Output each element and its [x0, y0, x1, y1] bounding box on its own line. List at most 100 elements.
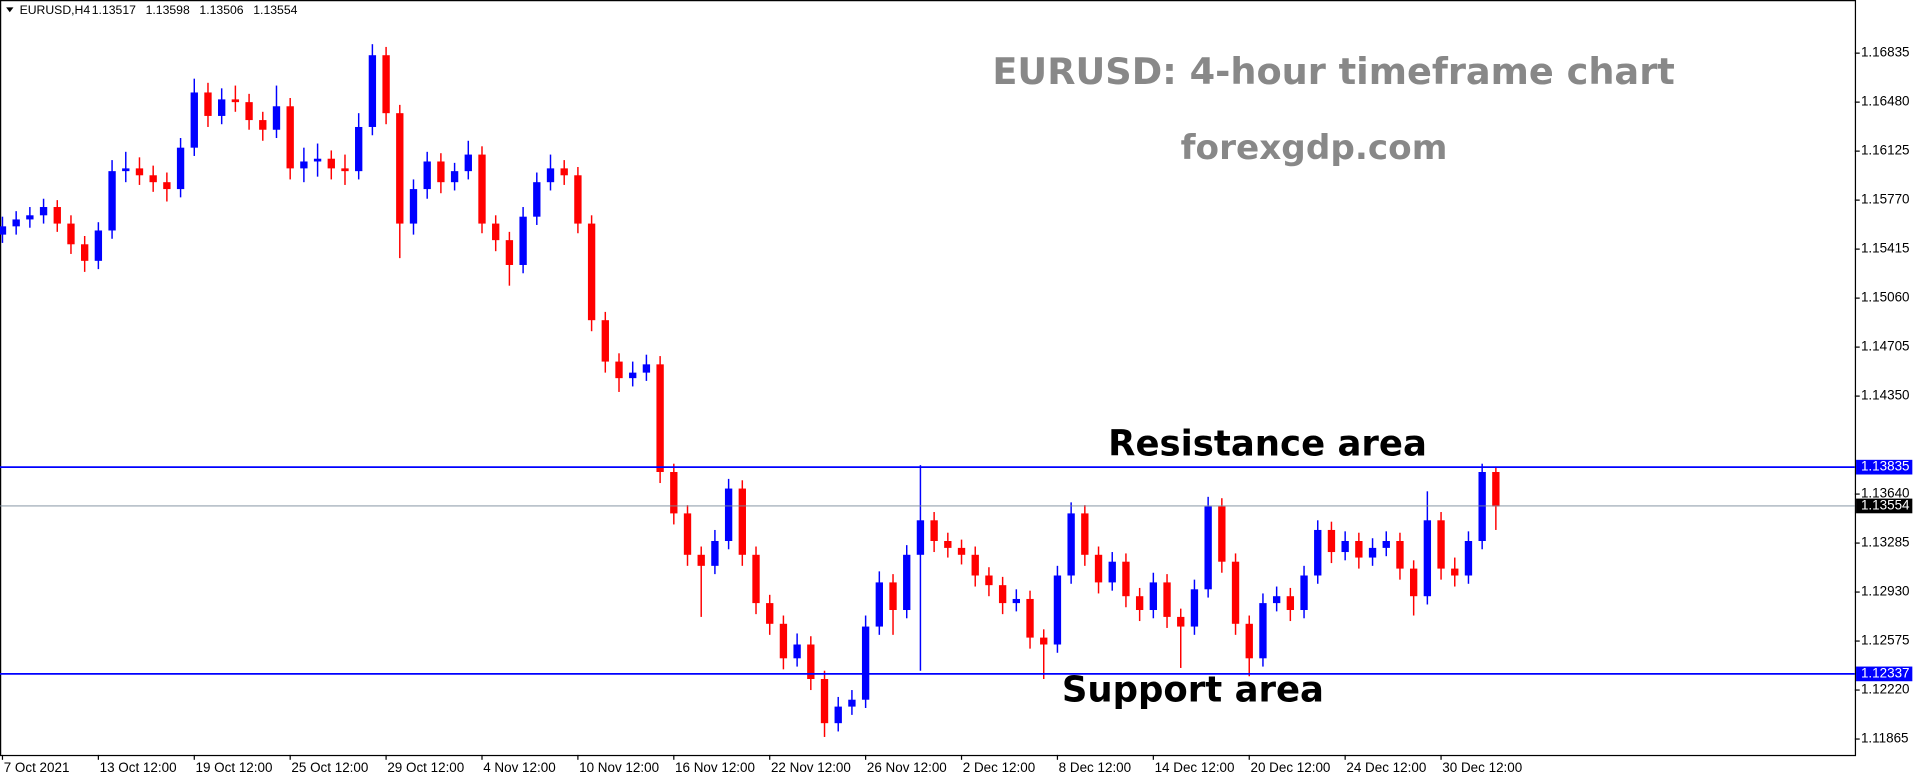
candle-body	[697, 554, 705, 566]
candle-body	[94, 230, 103, 261]
plot-frame	[0, 0, 1857, 757]
candle-body	[1177, 616, 1185, 627]
candle-body	[450, 171, 459, 183]
candle-body	[533, 182, 541, 217]
candle-body	[930, 520, 938, 541]
y-tick-label: 1.16125	[1861, 143, 1910, 158]
x-tick-label: 10 Nov 12:00	[579, 760, 659, 775]
x-tick-label: 25 Oct 12:00	[291, 760, 368, 775]
candle-body	[848, 699, 856, 707]
candle-body	[382, 55, 390, 114]
candle-body	[752, 554, 760, 604]
candle-body	[779, 623, 788, 659]
candle-body	[1300, 575, 1308, 611]
level-price-label: 1.12337	[1861, 665, 1910, 680]
candle-body	[245, 102, 253, 121]
x-tick-label: 24 Dec 12:00	[1346, 760, 1426, 775]
candle-body	[1382, 540, 1390, 548]
candle-body	[26, 215, 34, 220]
candle-body	[149, 175, 157, 183]
candle-body	[1492, 471, 1500, 507]
candle-body	[341, 168, 349, 172]
candle-body	[1478, 471, 1486, 541]
y-tick-label: 1.12220	[1861, 682, 1910, 697]
candle-body	[12, 219, 20, 227]
candle-body	[766, 603, 774, 624]
candle-body	[1163, 582, 1171, 617]
x-tick-label: 8 Dec 12:00	[1059, 760, 1131, 775]
candle-body	[738, 488, 746, 555]
candle-body	[1040, 637, 1048, 645]
level-price-label: 1.13835	[1861, 459, 1910, 474]
candle-body	[67, 223, 75, 245]
candle-body	[601, 320, 609, 362]
menu-arrow	[6, 7, 14, 13]
candle-body	[971, 554, 979, 576]
candle-body	[1396, 540, 1404, 569]
candle-body	[1341, 540, 1349, 553]
candle-body	[1012, 598, 1021, 604]
candle-body	[437, 161, 445, 183]
level-price-box	[1856, 459, 1913, 475]
candle-body	[1135, 596, 1144, 611]
level-price-label: 1.13554	[1861, 497, 1910, 512]
candle-body	[190, 92, 198, 148]
x-tick-label: 19 Oct 12:00	[196, 760, 273, 775]
candle-body	[642, 364, 651, 373]
y-tick-label: 1.15770	[1861, 192, 1910, 207]
candle-body	[53, 207, 61, 224]
x-tick-label: 4 Nov 12:00	[483, 760, 555, 775]
y-tick-label: 1.14705	[1861, 339, 1910, 354]
candle-body	[711, 540, 719, 566]
candle-body	[1464, 540, 1473, 576]
candle-body	[1245, 623, 1253, 659]
candle-body	[313, 158, 322, 162]
candle-body	[1204, 506, 1212, 590]
x-tick-label: 13 Oct 12:00	[100, 760, 177, 775]
candle-body	[1094, 554, 1103, 583]
candle-body	[944, 540, 952, 548]
x-tick-label: 14 Dec 12:00	[1155, 760, 1235, 775]
candle-body	[231, 99, 240, 103]
candle-body	[1355, 540, 1363, 558]
x-tick-label: 30 Dec 12:00	[1442, 760, 1522, 775]
candle-body	[300, 161, 308, 169]
y-tick-label: 1.15415	[1861, 241, 1910, 256]
candle-body	[1327, 529, 1336, 553]
candle-body	[519, 216, 527, 265]
candle-body	[368, 55, 377, 127]
candle-body	[1122, 561, 1130, 597]
candle-body	[259, 120, 267, 130]
x-tick-label: 7 Oct 2021	[4, 760, 70, 775]
candle-body	[81, 244, 89, 261]
y-tick-label: 1.15060	[1861, 290, 1910, 305]
candle-body	[464, 154, 472, 172]
candle-body	[1314, 529, 1322, 576]
candle-body	[1218, 506, 1226, 562]
x-tick-label: 20 Dec 12:00	[1250, 760, 1330, 775]
candle-body	[615, 361, 623, 379]
x-tick-label: 22 Nov 12:00	[771, 760, 851, 775]
candle-body	[1026, 598, 1034, 638]
header-symbol: EURUSD,H4	[20, 3, 91, 17]
candle-body	[1067, 513, 1075, 576]
candle-body	[355, 126, 363, 172]
header-quote: 1.13598	[146, 3, 190, 17]
x-tick-label: 16 Nov 12:00	[675, 760, 755, 775]
candle-body	[629, 372, 637, 379]
candle-body	[1423, 520, 1432, 597]
candle-body	[505, 240, 514, 265]
candle-body	[670, 471, 678, 514]
candle-body	[1437, 520, 1445, 569]
candle-body	[409, 189, 418, 224]
x-tick-label: 26 Nov 12:00	[867, 760, 947, 775]
candle-body	[683, 513, 692, 555]
y-tick-label: 1.11865	[1861, 731, 1909, 746]
candle-body	[423, 161, 431, 190]
candle-body	[204, 92, 212, 116]
candle-body	[1451, 568, 1459, 576]
y-tick-label: 1.12930	[1861, 584, 1910, 599]
candle-body	[998, 585, 1007, 604]
header-quote: 1.13506	[199, 3, 243, 17]
